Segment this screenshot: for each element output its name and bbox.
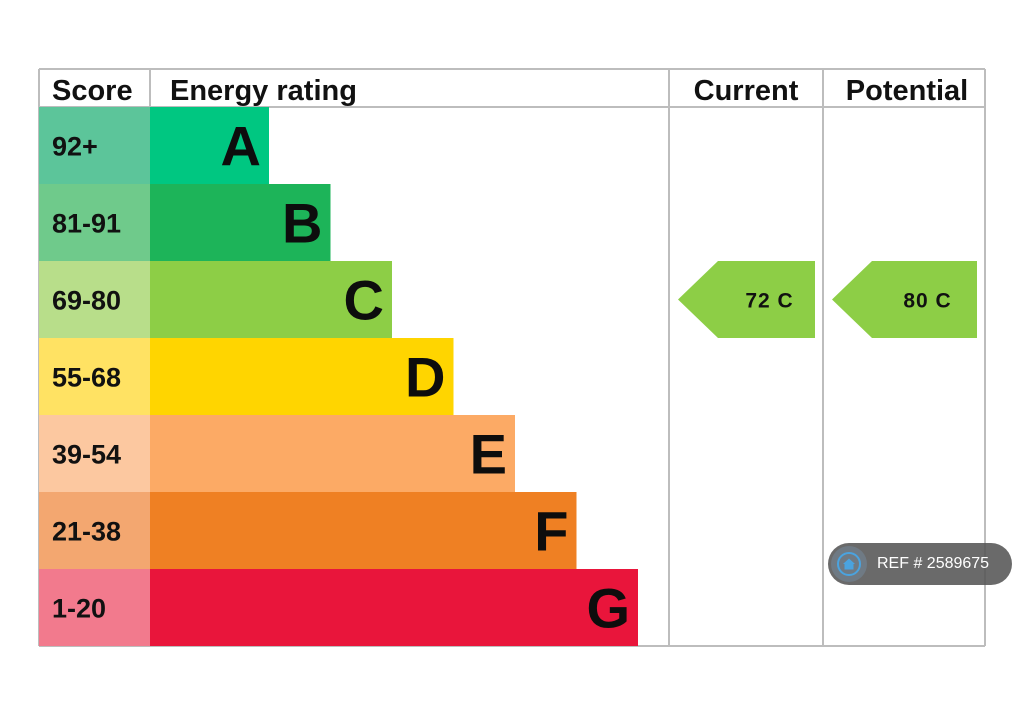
rating-bar-b <box>150 184 331 261</box>
score-cell-d <box>39 338 150 415</box>
potential-rating: 80 C <box>832 261 977 338</box>
band-f: 21-38 F <box>39 492 577 569</box>
score-range-d: 55-68 <box>52 363 121 393</box>
potential-header: Potential <box>846 75 968 107</box>
band-letter-d: D <box>405 346 445 409</box>
band-e: 39-54 E <box>39 415 515 492</box>
current-rating-arrow <box>678 261 815 338</box>
rating-bar-g <box>150 569 638 646</box>
rating-bar-c <box>150 261 392 338</box>
band-letter-a: A <box>221 115 261 178</box>
ref-number: REF # 2589675 <box>877 555 990 572</box>
score-cell-e <box>39 415 150 492</box>
band-d: 55-68 D <box>39 338 454 415</box>
current-header: Current <box>694 75 799 107</box>
energy-rating-header: Energy rating <box>170 75 357 107</box>
score-cell-c <box>39 261 150 338</box>
score-cell-a <box>39 107 150 184</box>
ref-watermark: REF # 2589675 <box>828 543 1012 585</box>
score-cell-g <box>39 569 150 646</box>
score-range-g: 1-20 <box>52 594 106 624</box>
score-range-c: 69-80 <box>52 286 121 316</box>
score-range-e: 39-54 <box>52 440 121 470</box>
score-range-b: 81-91 <box>52 209 121 239</box>
score-header: Score <box>52 75 133 107</box>
rating-bar-f <box>150 492 577 569</box>
score-cell-b <box>39 184 150 261</box>
current-rating: 72 C <box>678 261 815 338</box>
band-g: 1-20 G <box>39 569 638 646</box>
score-range-f: 21-38 <box>52 517 121 547</box>
rating-bar-a <box>150 107 269 184</box>
score-cell-f <box>39 492 150 569</box>
house-icon <box>831 546 867 582</box>
rating-bands: 92+ A 81-91 B 69-80 C 55-68 D 39-54 E 21-38 F 1-20 G <box>39 107 638 646</box>
current-rating-value: 72 C <box>745 290 793 313</box>
band-letter-c: C <box>344 269 384 332</box>
rating-bar-e <box>150 415 515 492</box>
potential-rating-value: 80 C <box>903 290 951 313</box>
rating-indicators: 72 C 80 C <box>678 261 977 338</box>
score-range-a: 92+ <box>52 132 98 162</box>
band-letter-b: B <box>282 192 322 255</box>
band-letter-f: F <box>534 500 568 563</box>
band-letter-g: G <box>586 577 630 640</box>
band-c: 69-80 C <box>39 261 392 338</box>
band-letter-e: E <box>470 423 507 486</box>
potential-rating-arrow <box>832 261 977 338</box>
band-a: 92+ A <box>39 107 269 184</box>
rating-bar-d <box>150 338 454 415</box>
band-b: 81-91 B <box>39 184 331 261</box>
